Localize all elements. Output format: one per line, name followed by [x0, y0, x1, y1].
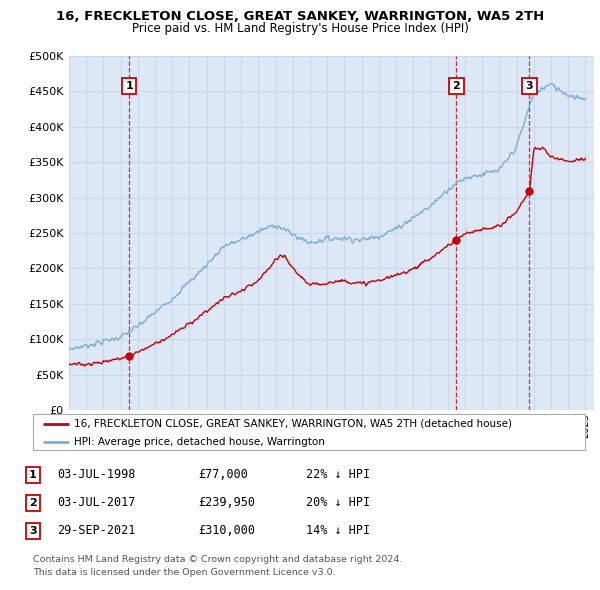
Text: Price paid vs. HM Land Registry's House Price Index (HPI): Price paid vs. HM Land Registry's House …	[131, 22, 469, 35]
Text: Contains HM Land Registry data © Crown copyright and database right 2024.: Contains HM Land Registry data © Crown c…	[33, 555, 403, 564]
Text: 2: 2	[452, 81, 460, 91]
Text: 3: 3	[526, 81, 533, 91]
Text: 03-JUL-2017: 03-JUL-2017	[57, 496, 136, 509]
Text: £77,000: £77,000	[198, 468, 248, 481]
Text: 03-JUL-1998: 03-JUL-1998	[57, 468, 136, 481]
Text: 16, FRECKLETON CLOSE, GREAT SANKEY, WARRINGTON, WA5 2TH: 16, FRECKLETON CLOSE, GREAT SANKEY, WARR…	[56, 10, 544, 23]
Text: 2: 2	[29, 498, 37, 507]
Text: 16, FRECKLETON CLOSE, GREAT SANKEY, WARRINGTON, WA5 2TH (detached house): 16, FRECKLETON CLOSE, GREAT SANKEY, WARR…	[74, 419, 512, 429]
Text: 22% ↓ HPI: 22% ↓ HPI	[306, 468, 370, 481]
Text: This data is licensed under the Open Government Licence v3.0.: This data is licensed under the Open Gov…	[33, 568, 335, 577]
Text: 14% ↓ HPI: 14% ↓ HPI	[306, 525, 370, 537]
Text: 20% ↓ HPI: 20% ↓ HPI	[306, 496, 370, 509]
Text: 1: 1	[29, 470, 37, 480]
Text: 1: 1	[125, 81, 133, 91]
Text: HPI: Average price, detached house, Warrington: HPI: Average price, detached house, Warr…	[74, 437, 325, 447]
Text: 3: 3	[29, 526, 37, 536]
Text: £239,950: £239,950	[198, 496, 255, 509]
Text: £310,000: £310,000	[198, 525, 255, 537]
Text: 29-SEP-2021: 29-SEP-2021	[57, 525, 136, 537]
